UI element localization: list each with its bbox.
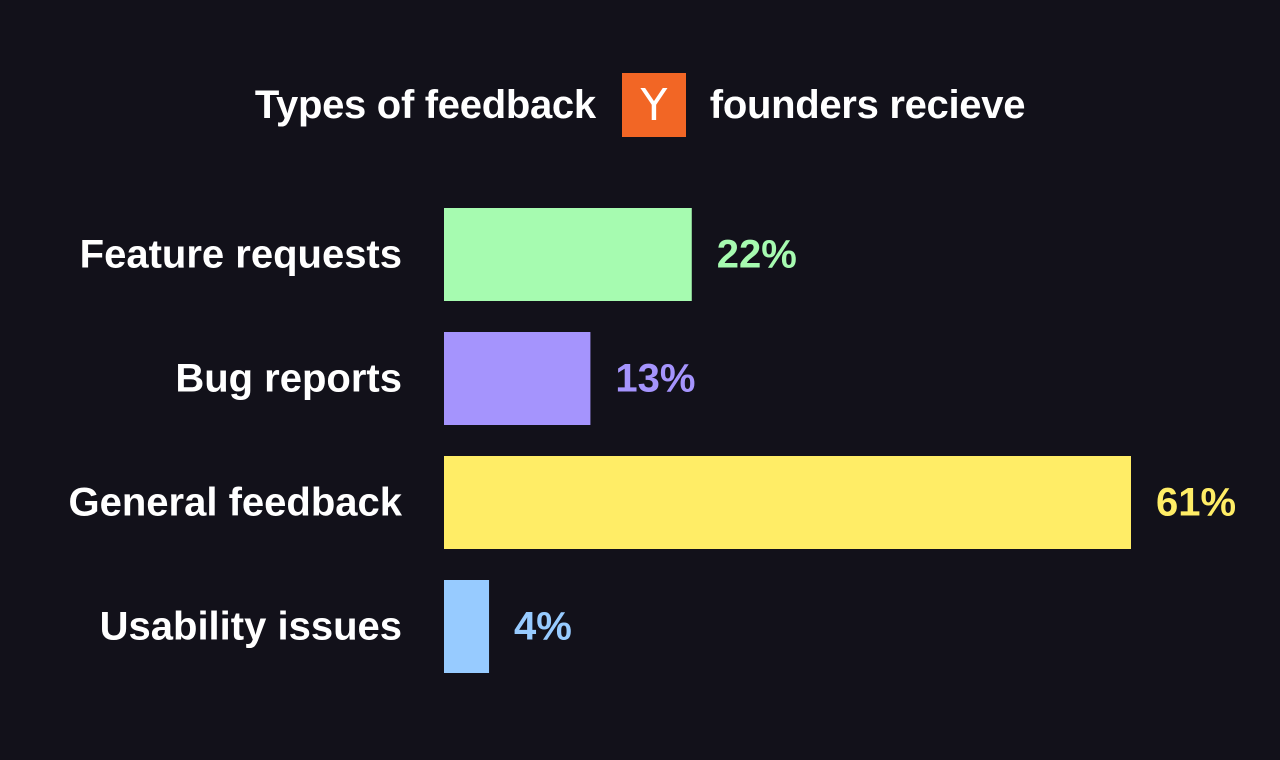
value-label: 13% (615, 357, 695, 401)
bar-bug-reports (444, 332, 591, 425)
bar-general-feedback (444, 456, 1131, 549)
title-text-before: Types of feedback (254, 82, 596, 127)
value-label: 22% (717, 233, 797, 277)
category-label: Feature requests (80, 233, 402, 277)
yc-logo-icon: Y (621, 73, 686, 137)
category-label: General feedback (69, 481, 403, 525)
category-label: Bug reports (175, 357, 402, 401)
title-text-after: founders recieve (709, 82, 1026, 127)
bar-usability-issues (444, 580, 490, 673)
category-label: Usability issues (100, 605, 402, 649)
bar-feature-requests (444, 208, 692, 301)
value-label: 61% (1156, 481, 1236, 525)
chart-title: Types of feedback Y founders recieve (0, 72, 1280, 138)
value-label: 4% (514, 605, 572, 649)
